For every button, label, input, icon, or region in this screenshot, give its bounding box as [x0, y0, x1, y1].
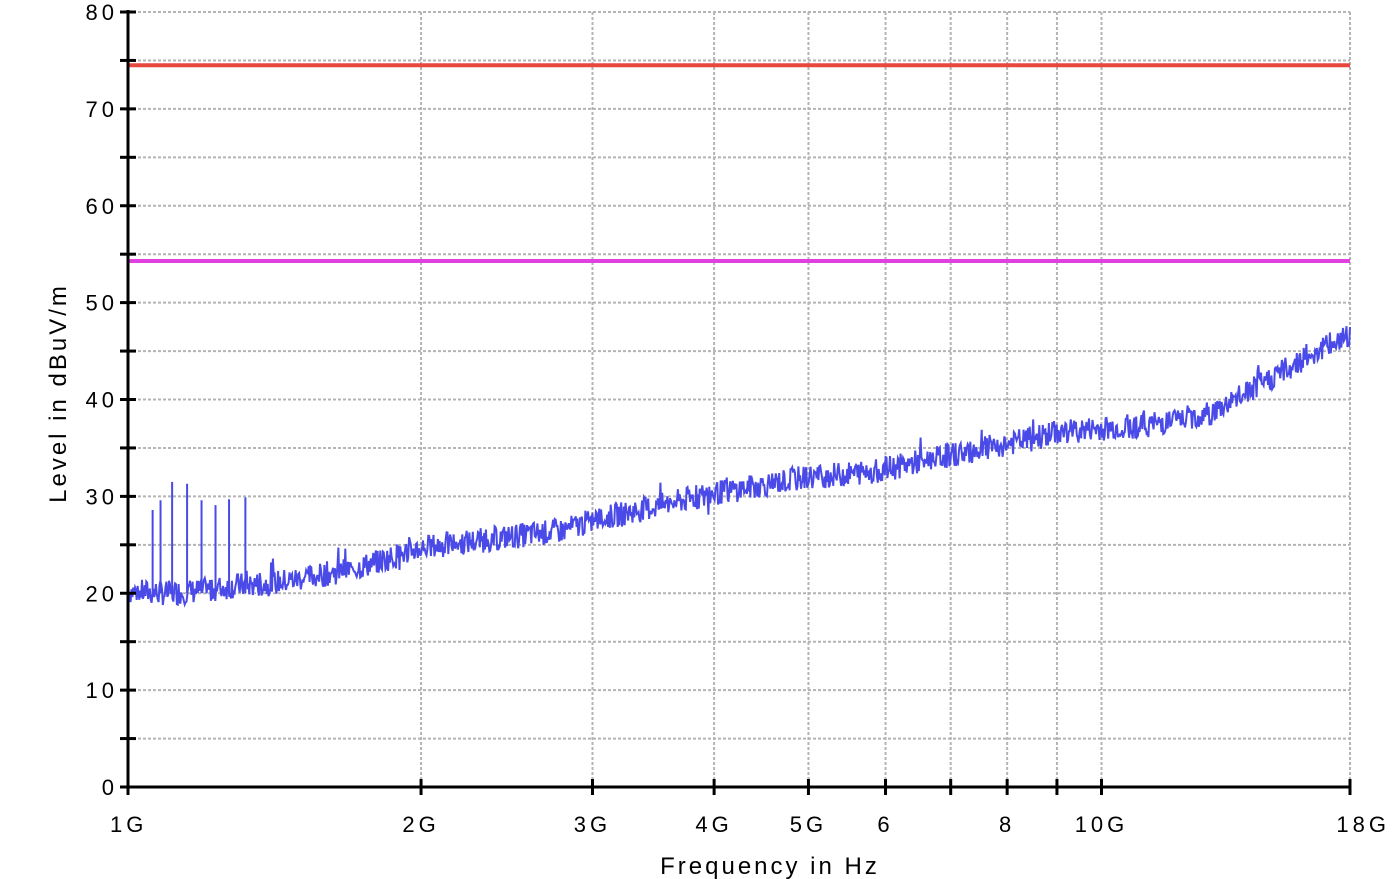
axes [120, 10, 1352, 795]
y-tick-label: 0 [102, 775, 118, 800]
y-tick-label: 20 [86, 581, 118, 606]
x-tick-label: 4G [695, 812, 732, 837]
x-tick-label: 3G [574, 812, 611, 837]
x-tick-label: 18G [1336, 812, 1390, 837]
y-tick-label: 70 [86, 97, 118, 122]
y-tick-label: 50 [86, 291, 118, 316]
x-tick-label: 10G [1075, 812, 1129, 837]
y-tick-label: 30 [86, 484, 118, 509]
x-tick-label: 2G [402, 812, 439, 837]
x-tick-label: 8 [999, 812, 1015, 837]
measured-trace [127, 326, 1351, 608]
x-tick-label: 5G [790, 812, 827, 837]
grid [128, 11, 1351, 787]
x-tick-label: 1G [110, 812, 147, 837]
series [127, 326, 1351, 608]
y-tick-label: 80 [86, 0, 118, 25]
y-tick-label: 10 [86, 678, 118, 703]
y-tick-label: 40 [86, 388, 118, 413]
limit-lines [128, 63, 1350, 263]
tick-labels: 0 10 20 30 40 50 60 70 80 1G 2G 3G 4G 5G 6 8 10G 18G [86, 0, 1390, 837]
y-tick-label: 60 [86, 194, 118, 219]
y-axis-title: Level in dBuV/m [45, 283, 72, 503]
x-axis-title: Frequency in Hz [660, 853, 880, 879]
x-tick-label: 6 [877, 812, 893, 837]
